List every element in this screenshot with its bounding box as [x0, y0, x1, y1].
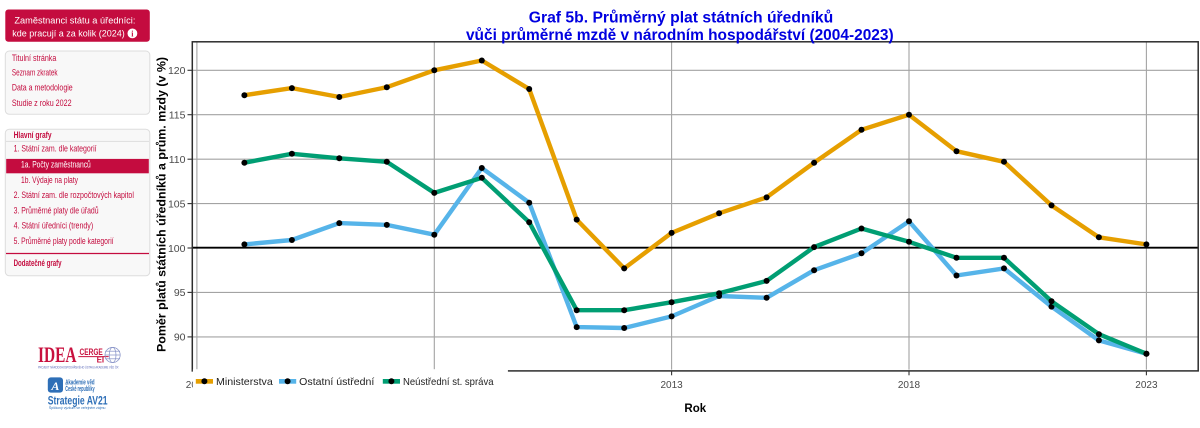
- svg-text:2. Státní zam. dle rozpočtovýc: 2. Státní zam. dle rozpočtových kapitol: [14, 190, 134, 200]
- svg-text:EI: EI: [97, 356, 105, 365]
- svg-text:110: 110: [169, 154, 186, 166]
- svg-text:105: 105: [168, 198, 186, 210]
- svg-text:Hlavní grafy: Hlavní grafy: [14, 130, 52, 140]
- svg-text:Studie z roku 2022: Studie z roku 2022: [12, 98, 72, 108]
- svg-text:Poměr platů státních úředníků: Poměr platů státních úředníků a prům. mz…: [156, 57, 168, 352]
- svg-text:i: i: [131, 29, 134, 38]
- svg-text:Data a metodologie: Data a metodologie: [12, 83, 73, 93]
- svg-text:Ministerstva: Ministerstva: [216, 376, 273, 388]
- svg-text:3. Průměrné platy dle úřadů: 3. Průměrné platy dle úřadů: [14, 205, 99, 215]
- svg-text:IDEA: IDEA: [38, 342, 77, 367]
- svg-text:vůči průměrné mzdě v národním: vůči průměrné mzdě v národním hospodářst…: [466, 27, 894, 44]
- svg-text:kde pracují a za kolik (2024): kde pracují a za kolik (2024): [12, 29, 125, 39]
- svg-text:90: 90: [174, 332, 186, 344]
- svg-text:2023: 2023: [1135, 380, 1158, 391]
- svg-text:115: 115: [169, 110, 186, 122]
- svg-text:Akademie věd: Akademie věd: [65, 379, 94, 386]
- svg-text:Špičkový výzkum ve veřejném zá: Špičkový výzkum ve veřejném zájmu: [49, 405, 106, 410]
- svg-text:Rok: Rok: [684, 403, 706, 415]
- svg-text:Ostatní ústřední: Ostatní ústřední: [299, 376, 374, 388]
- svg-text:České republiky: České republiky: [65, 384, 94, 393]
- svg-text:Dodatečné grafy: Dodatečné grafy: [14, 258, 62, 268]
- svg-text:95: 95: [174, 287, 186, 299]
- svg-text:Titulní stránka: Titulní stránka: [12, 53, 56, 63]
- svg-text:A: A: [50, 379, 59, 393]
- svg-text:PROJEKT NÁRODOHOSPODÁŘSKÉHO ÚS: PROJEKT NÁRODOHOSPODÁŘSKÉHO ÚSTAVU AKADE…: [38, 364, 119, 369]
- svg-text:1b. Výdaje na platy: 1b. Výdaje na platy: [21, 175, 78, 185]
- svg-text:1. Státní zam. dle kategorií: 1. Státní zam. dle kategorií: [14, 144, 97, 154]
- svg-text:Zaměstnanci státu a úředníci:: Zaměstnanci státu a úředníci:: [14, 15, 135, 25]
- svg-text:Strategie AV21: Strategie AV21: [48, 395, 108, 407]
- svg-text:Graf 5b. Průměrný plat státníc: Graf 5b. Průměrný plat státních úředníků: [529, 9, 834, 26]
- svg-text:CERGE: CERGE: [80, 347, 103, 357]
- svg-text:Seznam zkratek: Seznam zkratek: [12, 68, 58, 78]
- svg-text:Neústřední st. správa: Neústřední st. správa: [403, 376, 494, 388]
- svg-text:2013: 2013: [660, 380, 683, 391]
- svg-text:1a. Počty zaměstnanců: 1a. Počty zaměstnanců: [21, 160, 91, 170]
- svg-text:120: 120: [168, 65, 186, 77]
- svg-text:5. Průměrné platy podle katego: 5. Průměrné platy podle kategorií: [14, 236, 114, 246]
- svg-text:2018: 2018: [898, 380, 921, 391]
- svg-text:100: 100: [168, 243, 186, 255]
- svg-text:4. Státní úředníci (trendy): 4. Státní úředníci (trendy): [14, 221, 94, 231]
